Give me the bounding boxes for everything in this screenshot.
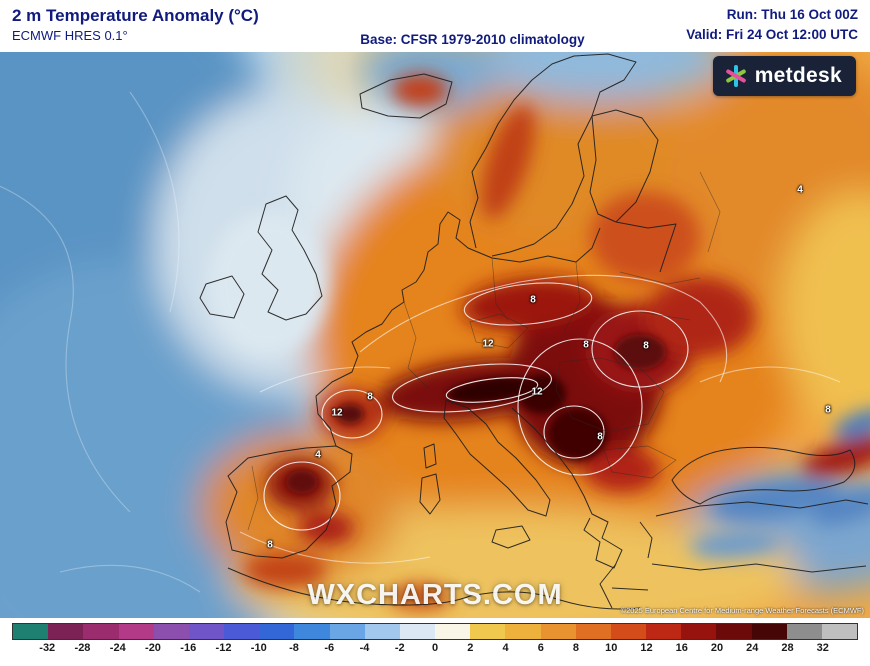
colorbar-cell [399,624,436,639]
colorbar-cell [48,624,84,639]
metdesk-asterisk-icon [725,65,746,87]
colorbar-tick-label: 2 [467,642,474,654]
colorbar-tick-label: -16 [180,642,197,654]
colorbar-cell [294,624,330,639]
header-left: 2 m Temperature Anomaly (°C) ECMWF HRES … [12,5,259,50]
europe-anomaly-map [0,52,870,618]
colorbar-gradient [12,623,858,640]
header-right: Run: Thu 16 Oct 00Z Valid: Fri 24 Oct 12… [686,5,858,50]
colorbar-tick-label: 32 [816,642,829,654]
model-label: ECMWF HRES 0.1° [12,28,128,43]
colorbar-tick-label: 28 [781,642,794,654]
colorbar-cell [13,624,49,639]
colorbar-cell [329,624,365,639]
colorbar-tick-label: 6 [537,642,544,654]
colorbar-cell [821,624,858,639]
colorbar-tick-label: -12 [215,642,232,654]
colorbar-cell [646,624,682,639]
coastlines [199,53,869,610]
colorbar-tick-label: -20 [145,642,161,654]
colorbar-tick-label: 16 [675,642,688,654]
colorbar-cell [786,624,822,639]
colorbar-tick-label: 0 [431,642,439,654]
metdesk-logo-text: metdesk [754,64,842,87]
colorbar-cell [83,624,119,639]
metdesk-logo: metdesk [712,56,856,96]
valid-time-label: Valid: Fri 24 Oct 12:00 UTC [686,27,858,42]
colorbar-tick-label: 20 [710,642,724,654]
colorbar-tick-label: -6 [324,642,335,654]
colorbar-cell [153,624,189,639]
colorbar-tick-label: -24 [109,642,126,654]
chart-title: 2 m Temperature Anomaly (°C) [12,6,259,25]
colorbar-cell [610,624,647,639]
colorbar-tick-label: -8 [289,642,299,654]
colorbar-cell [716,624,752,639]
country-borders [247,171,721,531]
colorbar-ticks: -32 -28 -24 -20 -16 -12 -10 -8 -6 -4 -2 0 2 4 6 8 10 12 16… [12,642,858,660]
colorbar-cell [681,624,717,639]
colorbar-cell [364,624,400,639]
colorbar-tick-label: 24 [746,642,759,654]
colorbar-cell [470,624,506,639]
colorbar-tick-label: -2 [394,642,405,654]
colorbar-tick-label: 10 [605,642,618,654]
colorbar-cell [224,624,260,639]
colorbar-cell [188,624,225,639]
colorbar-tick-label: -28 [74,642,91,654]
colorbar: -32 -28 -24 -20 -16 -12 -10 -8 -6 -4 -2 0 2 4 6 8 10 12 16… [0,618,870,666]
anomaly-contours [0,91,841,593]
anomaly-map: 8 12 8 12 8 8 4 12 8 8 8 4 metdesk WXCHA… [0,52,870,618]
ecmwf-copyright: ©2025 European Centre for Medium-range W… [620,606,864,615]
colorbar-cell [435,624,471,639]
wxcharts-watermark: WXCHARTS.COM [307,579,563,611]
colorbar-cell [259,624,295,639]
colorbar-cell [505,624,541,639]
run-time-label: Run: Thu 16 Oct 00Z [726,7,858,22]
header: 2 m Temperature Anomaly (°C) ECMWF HRES … [0,0,870,52]
colorbar-tick-label: -4 [359,642,370,654]
colorbar-cell [540,624,576,639]
climatology-base-label: Base: CFSR 1979-2010 climatology [360,32,585,47]
colorbar-tick-label: 8 [572,642,580,654]
colorbar-tick-label: -10 [250,642,267,654]
colorbar-tick-label: 12 [640,642,653,654]
colorbar-cell [751,624,787,639]
colorbar-cell [118,624,154,639]
colorbar-tick-label: -32 [39,642,56,654]
colorbar-cell [575,624,611,639]
colorbar-tick-label: 4 [502,642,509,654]
